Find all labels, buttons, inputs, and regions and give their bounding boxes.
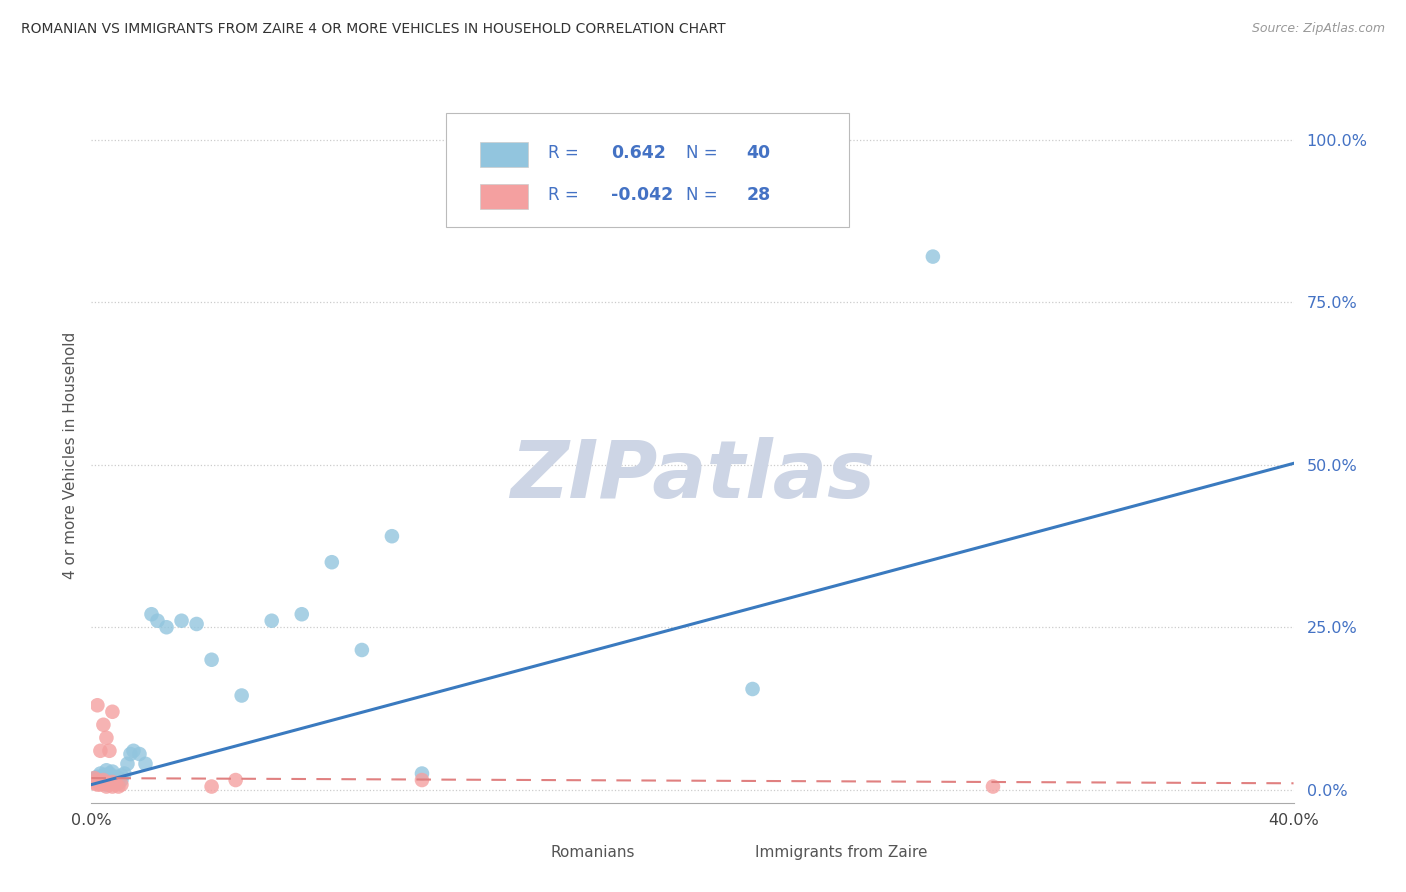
Text: -0.042: -0.042 <box>610 186 673 203</box>
Point <box>86 770 108 784</box>
Point <box>741 681 763 696</box>
Point <box>98 744 121 758</box>
Text: N =: N = <box>686 144 718 162</box>
Point <box>83 771 105 785</box>
Point <box>98 776 121 790</box>
Bar <box>704 843 742 863</box>
Point <box>98 766 121 780</box>
Point <box>225 772 247 787</box>
Point <box>321 555 343 569</box>
Point <box>381 529 404 543</box>
Point <box>114 766 136 780</box>
Text: ZIPatlas: ZIPatlas <box>510 437 875 515</box>
Point <box>981 780 1004 794</box>
FancyBboxPatch shape <box>446 112 849 227</box>
Text: R =: R = <box>548 144 579 162</box>
Point <box>98 772 121 787</box>
Point <box>93 772 115 787</box>
Point <box>89 766 111 780</box>
Point <box>231 689 253 703</box>
Point <box>120 747 142 761</box>
Point <box>170 614 193 628</box>
Point <box>93 775 115 789</box>
Bar <box>501 843 538 863</box>
Point <box>117 756 139 771</box>
Point <box>86 778 108 792</box>
Point <box>101 771 124 785</box>
Point <box>110 768 132 782</box>
Point <box>101 705 124 719</box>
Text: 28: 28 <box>747 186 770 203</box>
Point <box>83 776 105 790</box>
Point <box>96 778 118 792</box>
Point <box>96 780 118 794</box>
Point <box>89 744 111 758</box>
Point <box>96 764 118 778</box>
Point <box>89 776 111 790</box>
Point <box>411 772 433 787</box>
Point <box>98 778 121 792</box>
Point <box>350 643 373 657</box>
Bar <box>479 184 527 209</box>
Point <box>93 768 115 782</box>
Point <box>146 614 169 628</box>
Point <box>110 778 132 792</box>
Point <box>107 771 129 785</box>
Point <box>922 250 945 264</box>
Point <box>83 771 105 785</box>
Point <box>201 653 224 667</box>
Point <box>107 780 129 794</box>
Point <box>104 775 127 789</box>
Point <box>86 772 108 787</box>
Point <box>291 607 314 622</box>
Text: Immigrants from Zaire: Immigrants from Zaire <box>755 846 928 861</box>
Point <box>86 775 108 789</box>
Y-axis label: 4 or more Vehicles in Household: 4 or more Vehicles in Household <box>62 331 77 579</box>
Point <box>134 756 156 771</box>
Text: 40: 40 <box>747 144 770 162</box>
Point <box>128 747 150 761</box>
Point <box>141 607 163 622</box>
Point <box>107 776 129 790</box>
Point <box>96 731 118 745</box>
Point <box>411 766 433 780</box>
Text: N =: N = <box>686 186 718 203</box>
Point <box>104 770 127 784</box>
Point <box>110 772 132 787</box>
Text: ROMANIAN VS IMMIGRANTS FROM ZAIRE 4 OR MORE VEHICLES IN HOUSEHOLD CORRELATION CH: ROMANIAN VS IMMIGRANTS FROM ZAIRE 4 OR M… <box>21 22 725 37</box>
Bar <box>479 142 527 167</box>
Point <box>96 776 118 790</box>
Text: Romanians: Romanians <box>551 846 636 861</box>
Point <box>122 744 145 758</box>
Point <box>89 778 111 792</box>
Point <box>104 778 127 792</box>
Point <box>89 772 111 787</box>
Point <box>186 617 208 632</box>
Point <box>86 698 108 713</box>
Point <box>101 775 124 789</box>
Point <box>93 718 115 732</box>
Point <box>101 764 124 779</box>
Point <box>101 780 124 794</box>
Point <box>104 776 127 790</box>
Point <box>93 776 115 790</box>
Point <box>201 780 224 794</box>
Text: 0.642: 0.642 <box>610 144 665 162</box>
Point <box>260 614 283 628</box>
Text: R =: R = <box>548 186 579 203</box>
Point <box>155 620 177 634</box>
Text: Source: ZipAtlas.com: Source: ZipAtlas.com <box>1251 22 1385 36</box>
